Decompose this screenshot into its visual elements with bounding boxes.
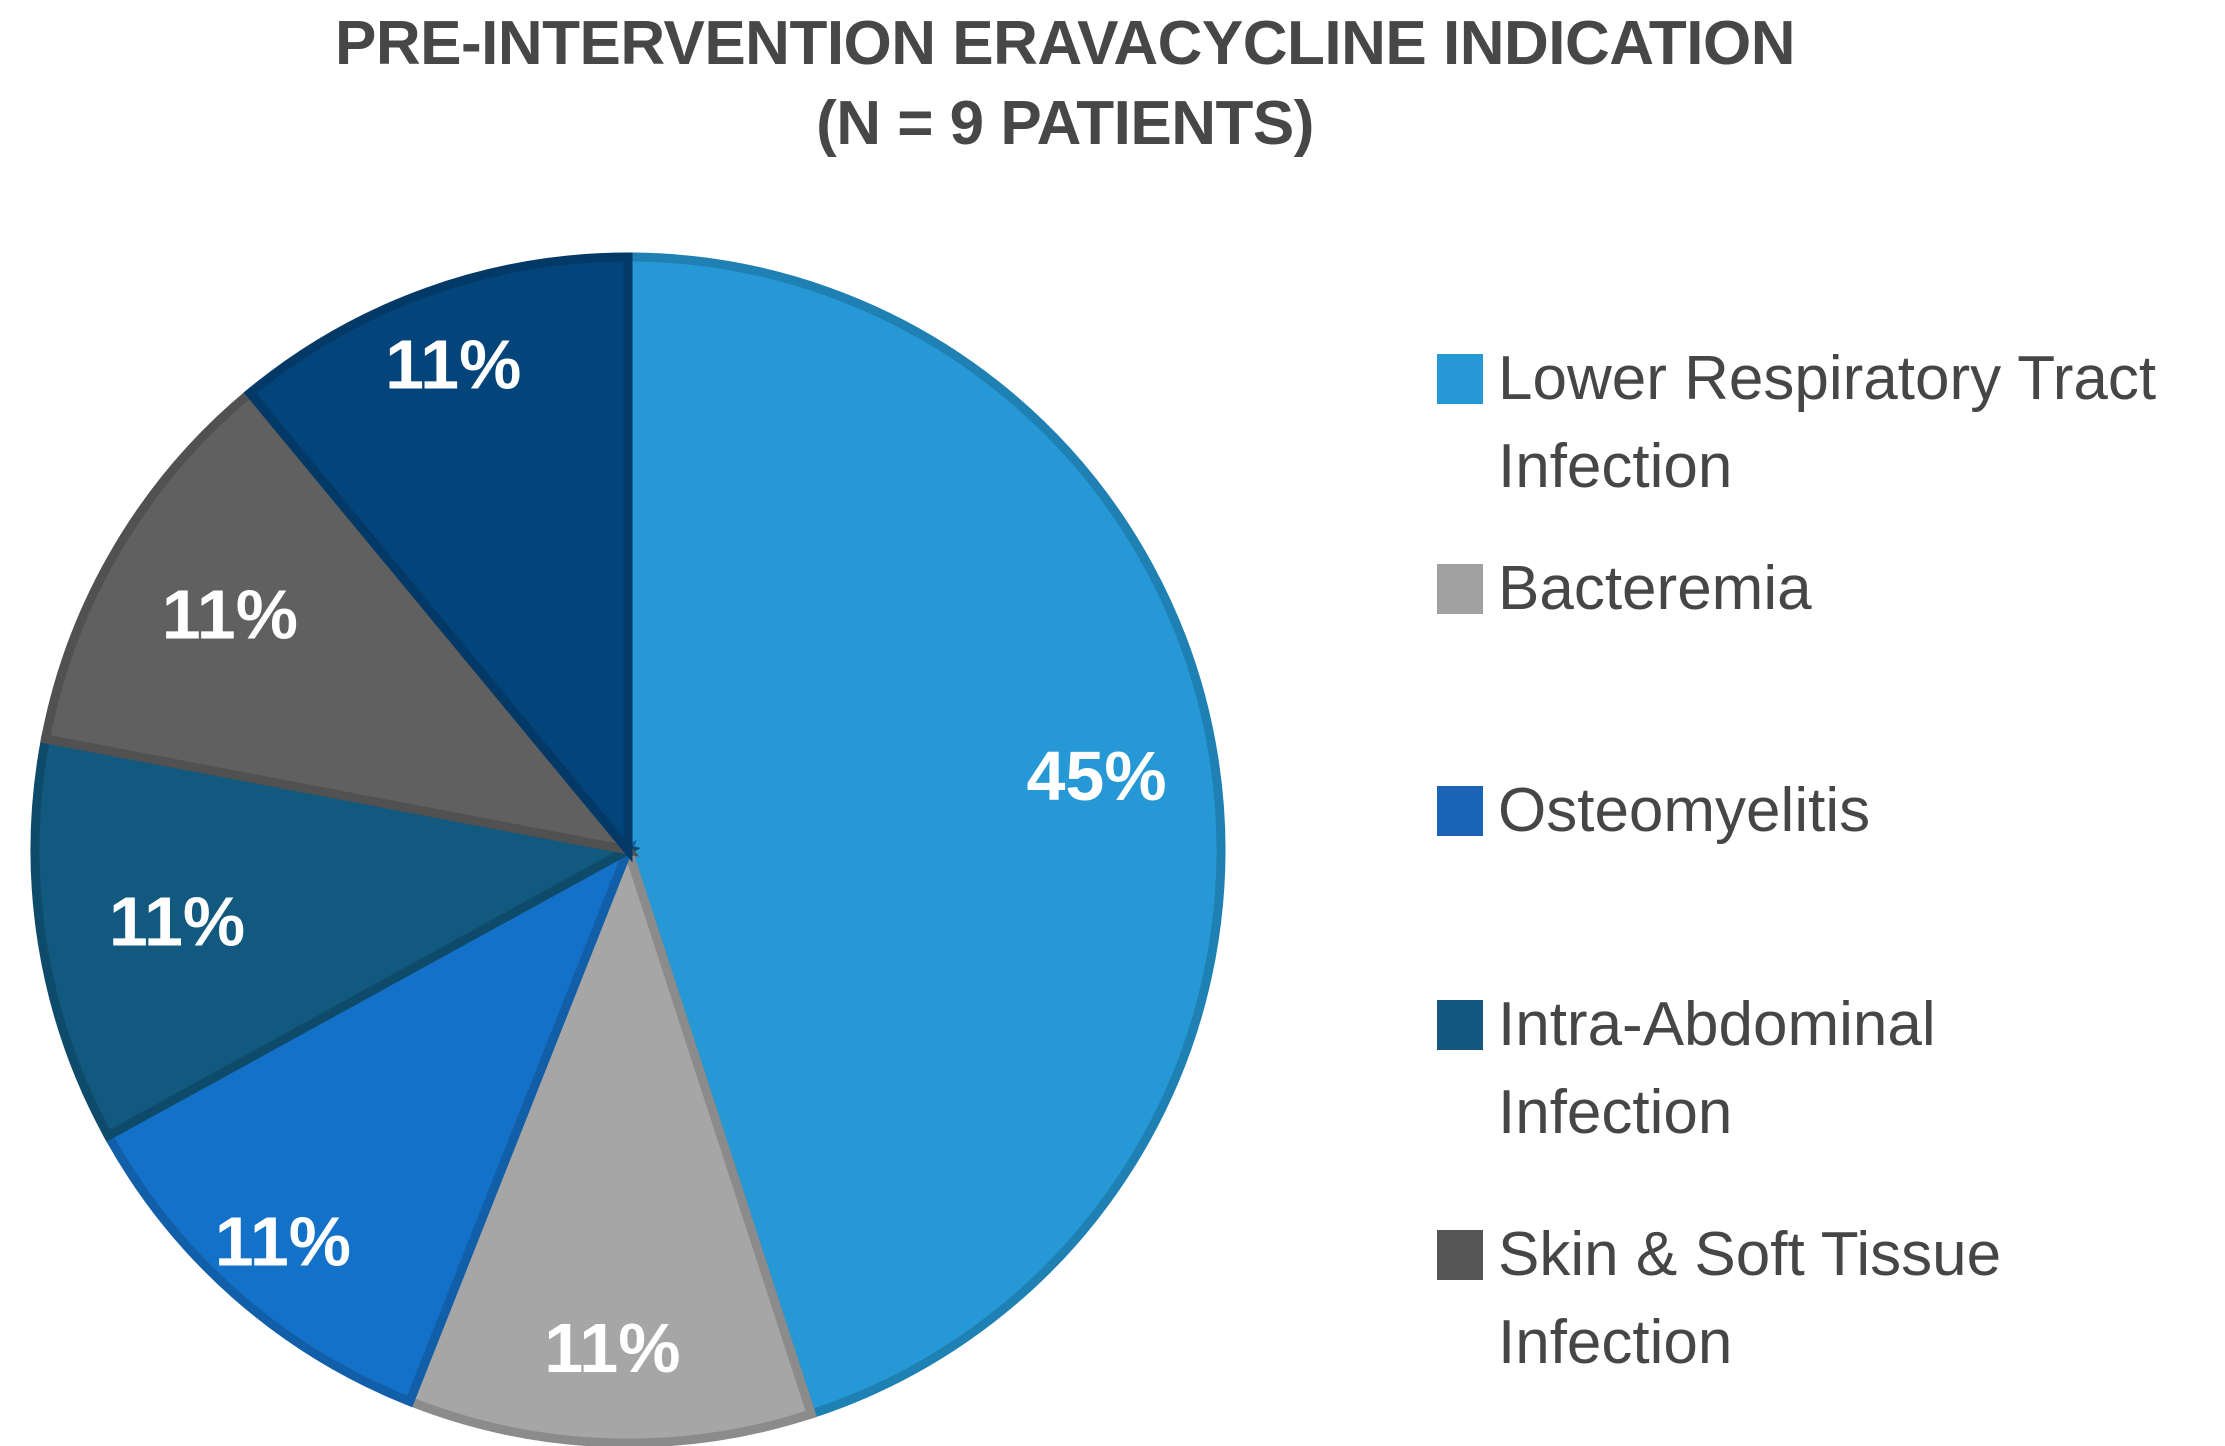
legend-label-line: Bacteremia — [1498, 554, 1812, 623]
pie-data-label-1: 45% — [1027, 737, 1167, 815]
chart-title-line1: PRE-INTERVENTION ERAVACYCLINE INDICATION — [334, 9, 1796, 78]
legend-swatch-icon — [1437, 354, 1483, 404]
chart-title: PRE-INTERVENTION ERAVACYCLINE INDICATION… — [0, 4, 2130, 164]
legend-label-line: Intra-Abdominal — [1498, 990, 1936, 1059]
legend-entry-3: Osteomyelitis — [1437, 767, 1870, 855]
legend-swatch-icon — [1437, 786, 1483, 836]
pie-slice-6 — [243, 252, 633, 863]
pie-data-label-3: 11% — [215, 1202, 351, 1280]
chart-title-line2: (N = 9 PATIENTS) — [816, 89, 1314, 158]
legend-label: Lower Respiratory Tract Infection — [1498, 335, 2156, 511]
legend-label-line: Osteomyelitis — [1498, 776, 1871, 845]
pie-data-label-5: 11% — [162, 576, 298, 654]
legend-entry-1: Lower Respiratory Tract Infection — [1437, 335, 2156, 511]
pie-data-labels-group: 45% 11% 11% 11% 11% 11% — [109, 326, 1167, 1387]
pie-data-label-4: 11% — [109, 882, 245, 960]
legend-label-line: Infection — [1498, 1308, 1733, 1377]
legend-entry-4: Intra-Abdominal Infection — [1437, 981, 1936, 1157]
pie-slices-group — [30, 252, 1226, 1446]
pie-slice-3 — [102, 840, 637, 1408]
pie-slice-4 — [30, 733, 642, 1142]
legend-label: Bacteremia — [1498, 545, 1812, 633]
legend-swatch-icon — [1437, 1230, 1483, 1280]
pie-slice-2 — [403, 836, 817, 1446]
legend-swatch-icon — [1437, 564, 1483, 614]
legend-label-line: Skin & Soft Tissue — [1498, 1220, 2002, 1289]
legend-label-line: Lower Respiratory Tract — [1498, 344, 2157, 413]
pie-slice-5 — [40, 386, 640, 857]
legend-label: Intra-Abdominal Infection — [1498, 981, 1936, 1157]
legend-label-line: Infection — [1498, 1078, 1733, 1147]
chart-legend: Lower Respiratory Tract Infection Bacterem… — [1437, 0, 2225, 1446]
legend-label-line: Infection — [1498, 432, 1733, 501]
pie-data-label-6: 11% — [385, 326, 521, 404]
legend-label: Skin & Soft Tissue Infection — [1498, 1211, 2001, 1387]
legend-entry-5: Skin & Soft Tissue Infection — [1437, 1211, 2001, 1387]
legend-entry-2: Bacteremia — [1437, 545, 1812, 633]
pie-slice-1 — [623, 252, 1226, 1420]
legend-swatch-icon — [1437, 1000, 1483, 1050]
pie-data-label-2: 11% — [544, 1309, 680, 1387]
legend-label: Osteomyelitis — [1498, 767, 1870, 855]
